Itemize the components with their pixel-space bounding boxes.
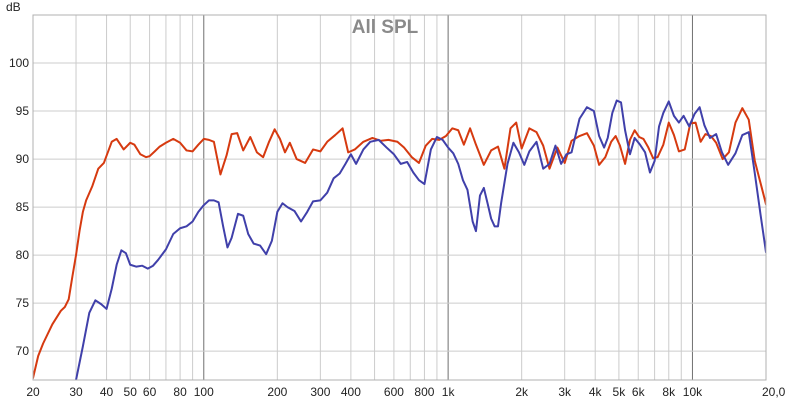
y-tick-label: 80 [16, 248, 30, 262]
plot-border [32, 14, 767, 381]
x-tick-label: 2k [515, 385, 529, 399]
x-tick-label: 400 [341, 385, 361, 399]
y-tick-label: 85 [16, 200, 30, 214]
x-tick-label: 300 [310, 385, 330, 399]
x-tick-label: 60 [143, 385, 157, 399]
x-tick-label: 600 [384, 385, 404, 399]
x-tick-label: 100 [194, 385, 214, 399]
y-axis-tick-labels: 70 75 80 85 90 95 100 [9, 56, 29, 358]
x-tick-label: 80 [173, 385, 187, 399]
x-tick-label: 6k [632, 385, 646, 399]
x-tick-label: 1k [442, 385, 456, 399]
y-tick-label: 100 [9, 56, 29, 70]
x-tick-label: 30 [69, 385, 83, 399]
series-line-2 [75, 99, 766, 380]
grid-lines [32, 15, 767, 380]
x-tick-label: 3k [558, 385, 572, 399]
series-lines [33, 99, 766, 380]
x-tick-label: 20 [26, 385, 40, 399]
y-tick-label: 95 [16, 104, 30, 118]
x-tick-label: 20,0kHz [762, 385, 786, 399]
y-tick-label: 75 [16, 296, 30, 310]
y-axis-label: dB [6, 0, 21, 14]
y-tick-label: 90 [16, 152, 30, 166]
series-line-1 [33, 107, 766, 380]
x-axis-tick-labels: 20 30 40 50 60 80 100 200 300 400 600 800 1k 2k 3k 4k 5k… [26, 385, 786, 399]
x-tick-label: 40 [100, 385, 114, 399]
chart-title: All SPL [352, 17, 419, 38]
y-tick-label: 70 [16, 344, 30, 358]
x-tick-label: 8k [662, 385, 676, 399]
x-tick-label: 10k [683, 385, 703, 399]
x-tick-label: 50 [124, 385, 138, 399]
x-tick-label: 4k [589, 385, 603, 399]
x-tick-label: 800 [414, 385, 434, 399]
x-tick-label: 200 [267, 385, 287, 399]
plot-area [32, 14, 767, 381]
x-tick-label: 5k [613, 385, 627, 399]
